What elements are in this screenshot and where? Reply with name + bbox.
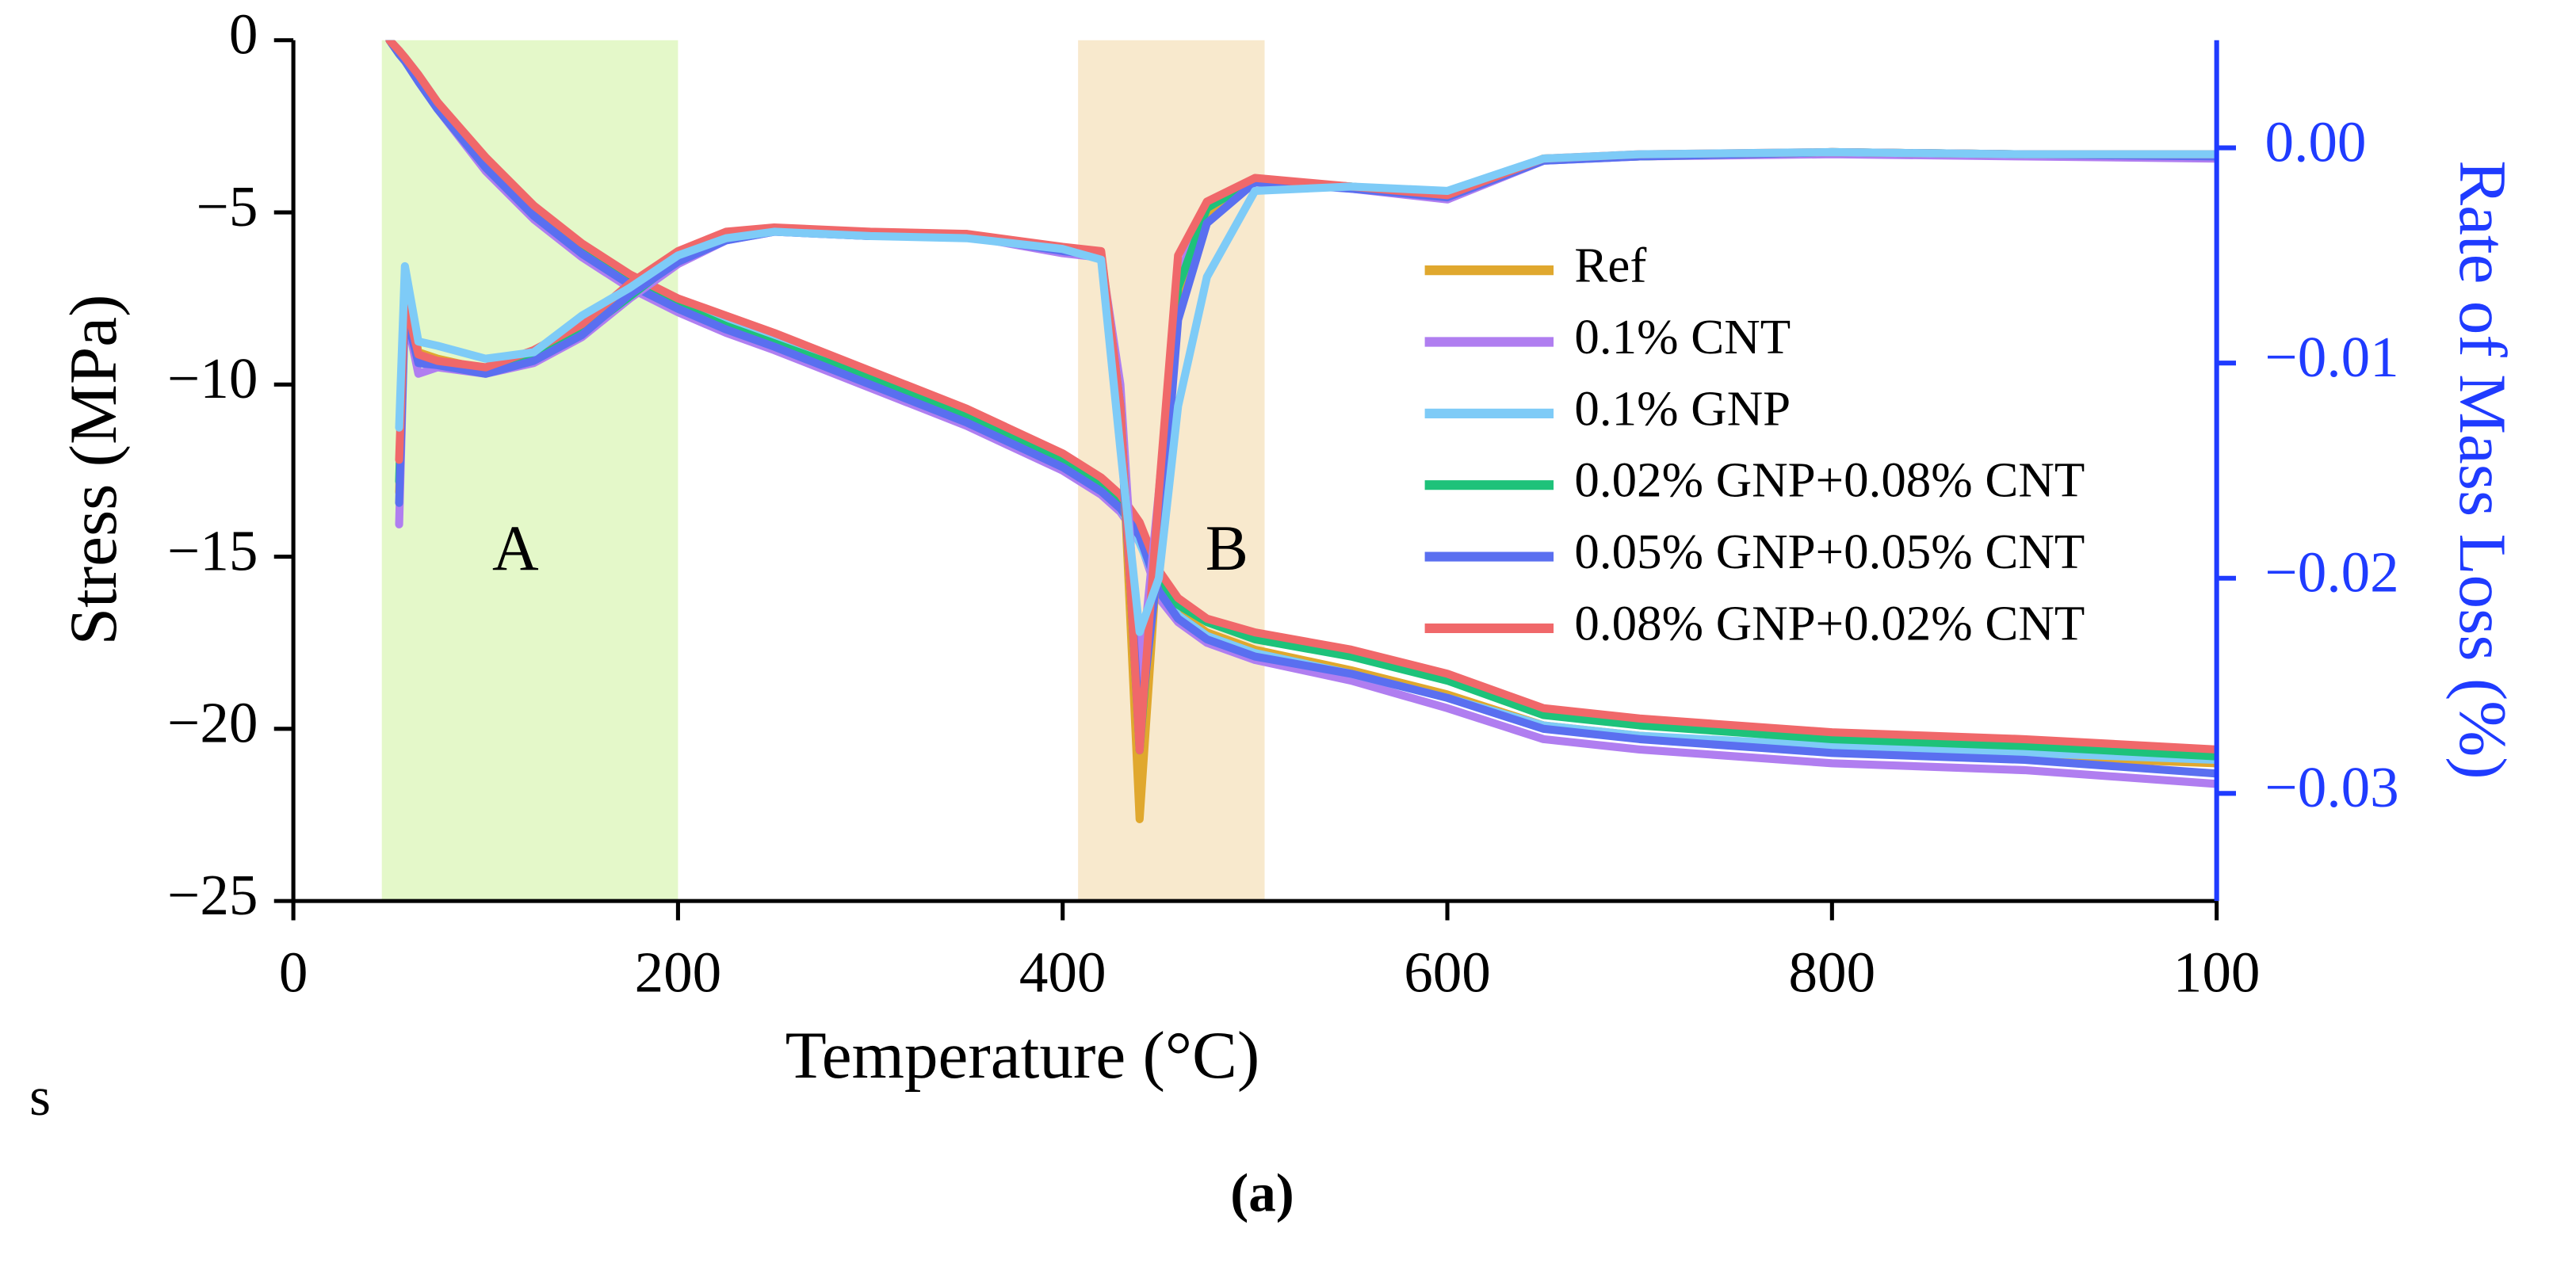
axes: 0 200 400 600 800 1000−5−10−15−20−250.00−0.01…: [167, 2, 2399, 1005]
y-axis-title: Stress (MPa): [56, 294, 131, 645]
x-tick-label: 400: [1019, 940, 1106, 1004]
shaded-region: [381, 40, 678, 902]
x-tick-label: 200: [635, 940, 722, 1004]
region-label: A: [492, 513, 539, 584]
y2-tick-label: −0.02: [2265, 540, 2399, 605]
y-tick-label: −10: [167, 346, 258, 410]
legend-label: 0.02% GNP+0.08% CNT: [1574, 452, 2085, 508]
side-note: s: [29, 1066, 51, 1127]
y-tick-label: 0: [229, 2, 258, 67]
x-tick-label: 800: [1789, 940, 1876, 1004]
y-tick-label: −15: [167, 518, 258, 582]
x-tick-label: 100: [2173, 940, 2261, 1004]
y2-tick-label: 0.00: [2265, 109, 2367, 174]
legend-label: 0.1% GNP: [1574, 380, 1791, 436]
x-tick-label: 600: [1404, 940, 1491, 1004]
x-axis-title: Temperature (°C): [785, 1018, 1260, 1093]
region-label: B: [1206, 513, 1248, 584]
y-tick-label: −20: [167, 691, 258, 755]
x-tick-label: 0: [279, 940, 308, 1004]
legend-label: 0.05% GNP+0.05% CNT: [1574, 524, 2085, 579]
y-tick-label: −5: [197, 174, 258, 238]
plot-lines: [385, 40, 2217, 823]
data-line: [385, 40, 2217, 754]
legend-label: 0.08% GNP+0.02% CNT: [1574, 595, 2085, 651]
caption: (a): [1230, 1162, 1294, 1223]
legend-label: Ref: [1574, 238, 1646, 293]
y-tick-label: −25: [167, 863, 258, 927]
data-line: [395, 147, 2217, 636]
y2-tick-label: −0.01: [2265, 325, 2399, 389]
y2-axis-title: Rate of Mass Loss (%): [2445, 160, 2520, 779]
y2-tick-label: −0.03: [2265, 755, 2399, 819]
data-line: [385, 40, 2217, 778]
legend-label: 0.1% CNT: [1574, 309, 1791, 364]
